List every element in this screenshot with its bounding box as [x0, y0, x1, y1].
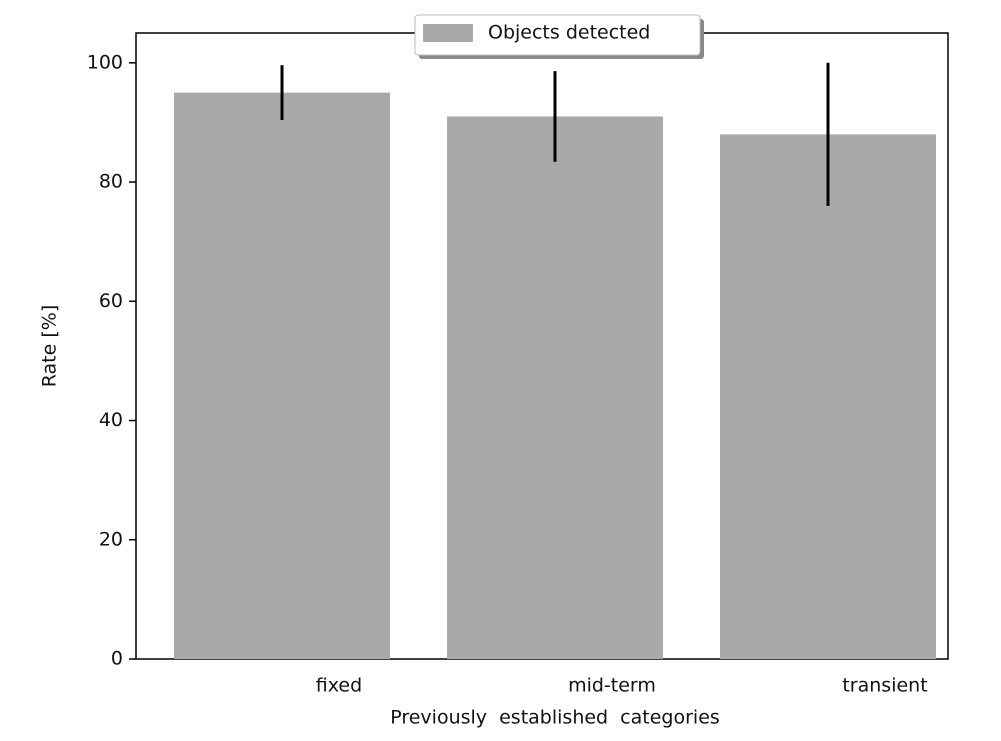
- bar: [447, 116, 663, 659]
- x-tick-label: mid-term: [568, 675, 656, 697]
- x-tick-label: fixed: [316, 675, 362, 697]
- y-tick-label: 40: [99, 409, 123, 431]
- y-tick-label: 80: [99, 171, 123, 193]
- bar: [174, 92, 390, 660]
- x-tick-label: transient: [842, 675, 927, 697]
- x-axis-label: Previously established categories: [390, 707, 720, 729]
- legend-swatch: [423, 24, 473, 42]
- y-tick-label: 0: [111, 648, 123, 670]
- bar: [720, 134, 936, 659]
- legend-box: [414, 14, 701, 56]
- y-tick-label: 20: [99, 528, 123, 550]
- y-tick-label: 60: [99, 290, 123, 312]
- legend-label: Objects detected: [488, 22, 650, 44]
- y-tick-label: 100: [87, 51, 123, 73]
- y-axis-label: Rate [%]: [39, 305, 61, 388]
